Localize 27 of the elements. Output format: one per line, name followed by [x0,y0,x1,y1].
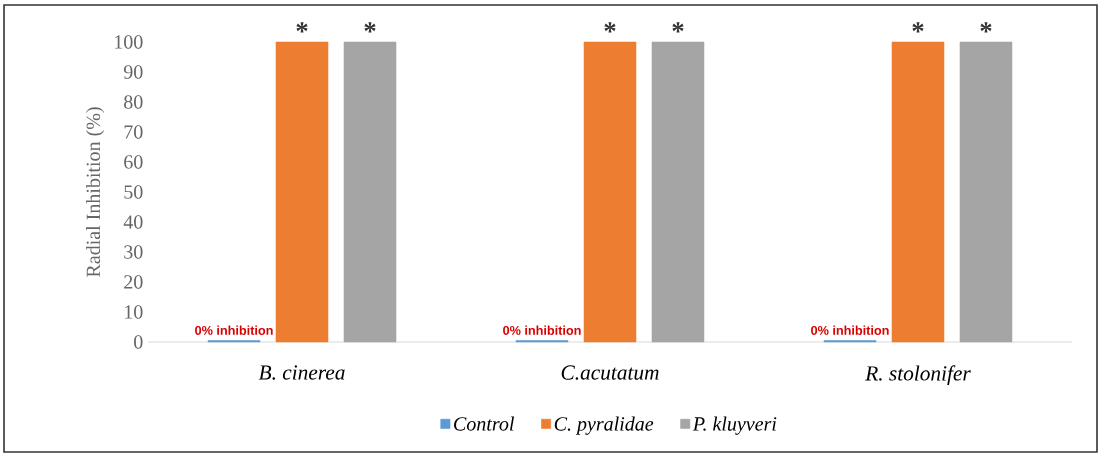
data-label: 0% inhibition [503,325,581,335]
data-label: 0% inhibition [811,325,889,335]
data-label: * [604,22,616,33]
y-tick-label: 90 [123,65,143,79]
y-tick-label: 0 [134,335,143,349]
y-tick-label: 70 [124,125,143,139]
x-tick-label: C.acutatum [561,365,659,380]
y-tick-label: 10 [125,305,143,319]
legend-label: P. kluyveri [692,416,777,435]
y-tick-label: 20 [124,275,143,289]
data-label: * [296,22,308,33]
x-tick-label: B. cinerea [258,365,345,380]
data-label: * [980,22,992,33]
data-label: * [912,22,924,33]
data-label: 0% inhibition [195,325,273,335]
y-tick-label: 100 [115,35,143,49]
y-tick-label: 40 [123,215,143,229]
data-label: * [672,22,684,33]
y-tick-label: 30 [124,245,143,259]
legend-label: Control [454,416,515,431]
legend-label: C. pyralidae [554,416,654,435]
data-label: * [364,22,376,33]
y-tick-label: 50 [124,185,143,199]
y-tick-label: 60 [124,155,143,169]
y-tick-label: 80 [124,95,143,109]
y-axis-title: Radial Inhibition (%) [86,107,105,277]
x-tick-label: R. stolonifer [865,365,971,385]
